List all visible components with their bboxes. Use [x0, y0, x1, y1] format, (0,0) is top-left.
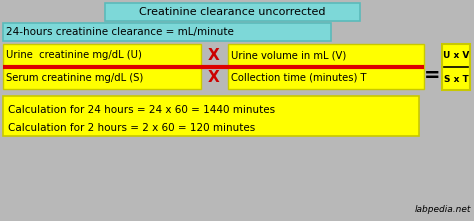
Text: Urine volume in mL (V): Urine volume in mL (V) [231, 50, 346, 60]
FancyBboxPatch shape [3, 96, 419, 136]
Text: 24-hours creatinine clearance = mL/minute: 24-hours creatinine clearance = mL/minut… [6, 27, 234, 37]
FancyBboxPatch shape [105, 3, 360, 21]
Text: =: = [424, 67, 440, 86]
Text: Urine  creatinine mg/dL (U): Urine creatinine mg/dL (U) [6, 50, 142, 60]
FancyBboxPatch shape [228, 67, 424, 89]
Text: S x T: S x T [444, 74, 468, 84]
Text: Calculation for 2 hours = 2 x 60 = 120 minutes: Calculation for 2 hours = 2 x 60 = 120 m… [8, 123, 255, 133]
Text: Collection time (minutes) T: Collection time (minutes) T [231, 73, 366, 83]
FancyBboxPatch shape [442, 44, 470, 90]
Text: Serum creatinine mg/dL (S): Serum creatinine mg/dL (S) [6, 73, 143, 83]
FancyBboxPatch shape [3, 67, 201, 89]
Text: U x V: U x V [443, 51, 469, 59]
Text: X: X [208, 70, 220, 86]
FancyBboxPatch shape [3, 23, 331, 41]
Text: labpedia.net: labpedia.net [415, 206, 471, 215]
Text: Calculation for 24 hours = 24 x 60 = 1440 minutes: Calculation for 24 hours = 24 x 60 = 144… [8, 105, 275, 115]
Text: Creatinine clearance uncorrected: Creatinine clearance uncorrected [139, 7, 325, 17]
Text: X: X [208, 48, 220, 63]
FancyBboxPatch shape [3, 44, 201, 66]
FancyBboxPatch shape [228, 44, 424, 66]
